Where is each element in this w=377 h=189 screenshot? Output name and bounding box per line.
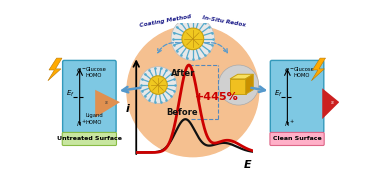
Circle shape	[139, 67, 176, 104]
FancyBboxPatch shape	[62, 132, 116, 146]
Text: $E_f$: $E_f$	[274, 89, 283, 99]
Text: Untreated Surface: Untreated Surface	[57, 136, 122, 141]
Text: $e^-$: $e^-$	[76, 66, 87, 75]
Circle shape	[218, 65, 259, 105]
FancyBboxPatch shape	[270, 60, 324, 133]
Text: $h^+$: $h^+$	[284, 118, 295, 129]
FancyArrowPatch shape	[123, 87, 141, 92]
FancyArrowPatch shape	[158, 43, 180, 53]
Text: Glucose
HOMO: Glucose HOMO	[86, 67, 107, 78]
Circle shape	[171, 17, 215, 60]
Polygon shape	[95, 90, 120, 118]
Polygon shape	[311, 58, 325, 81]
Polygon shape	[230, 74, 253, 79]
Circle shape	[127, 26, 259, 157]
FancyBboxPatch shape	[63, 60, 116, 133]
Polygon shape	[245, 74, 253, 94]
Text: $s$: $s$	[104, 99, 109, 106]
Text: Clean Surface: Clean Surface	[273, 136, 322, 141]
Text: $E_f$: $E_f$	[66, 89, 75, 99]
Text: In-Situ Redox: In-Situ Redox	[202, 15, 246, 28]
Polygon shape	[48, 58, 62, 81]
Text: Ligand
HOMO: Ligand HOMO	[86, 113, 104, 125]
FancyArrowPatch shape	[205, 43, 227, 53]
Text: $e^-$: $e^-$	[284, 66, 295, 75]
Text: Coating Method: Coating Method	[139, 13, 191, 28]
FancyArrowPatch shape	[251, 87, 265, 92]
FancyBboxPatch shape	[270, 132, 324, 146]
Circle shape	[149, 76, 167, 94]
Polygon shape	[322, 88, 339, 119]
Text: $s$: $s$	[330, 99, 335, 106]
Text: $h^+$: $h^+$	[76, 118, 87, 129]
Polygon shape	[230, 79, 245, 94]
Circle shape	[182, 28, 204, 50]
Text: Glucose
HOMO: Glucose HOMO	[294, 67, 314, 78]
